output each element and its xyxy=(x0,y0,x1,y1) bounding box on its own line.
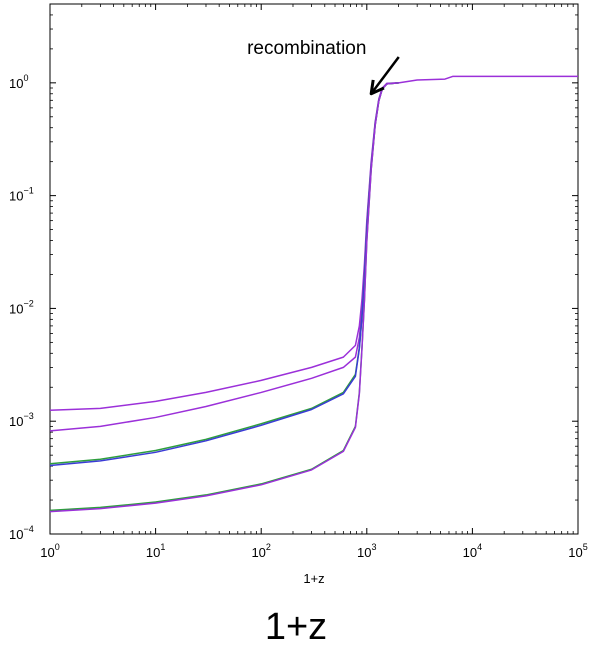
y-tick-label: 10−1 xyxy=(9,186,34,204)
series-lines xyxy=(49,75,578,513)
plot-frame xyxy=(49,3,579,535)
x-tick-label: 105 xyxy=(568,542,587,560)
x-tick-label: 100 xyxy=(40,542,59,560)
x-axis-label: 1+z xyxy=(303,571,324,586)
ticks: 100 101 102 103 104 105 10−4 10−3 10−2 10−1 100 xyxy=(9,3,588,560)
x-tick-label: 104 xyxy=(463,542,482,560)
x-tick-label: 101 xyxy=(146,542,165,560)
annotation-arrow xyxy=(370,56,400,95)
footer-axis-label: 1+z xyxy=(264,606,328,648)
annotation-text: recombination xyxy=(247,38,366,59)
x-tick-label: 103 xyxy=(357,542,376,560)
annotation: recombination xyxy=(247,38,400,96)
y-tick-label: 100 xyxy=(9,73,28,91)
annotation-arrowhead xyxy=(369,79,385,96)
y-tick-label: 10−3 xyxy=(9,411,34,429)
x-tick-label: 102 xyxy=(251,542,270,560)
y-tick-label: 10−2 xyxy=(9,298,34,316)
y-tick-label: 10−4 xyxy=(9,524,34,542)
series-line-6 xyxy=(49,82,399,513)
